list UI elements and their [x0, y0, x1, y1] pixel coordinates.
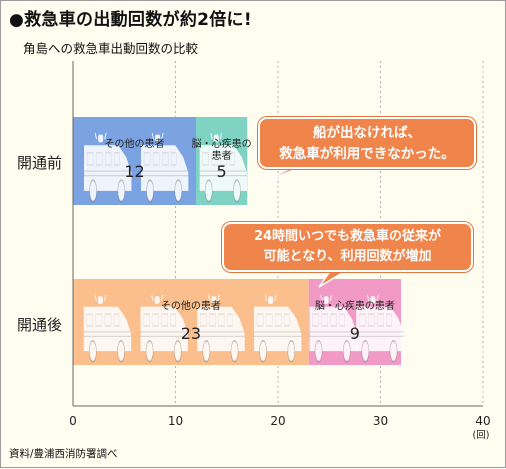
segment-label-1-1: 脳・心疾患の患者 — [315, 299, 395, 312]
x-tick-label-4: 40 — [475, 414, 490, 428]
callout-before-line-2: 救急車が利用できなかった。 — [279, 146, 455, 162]
x-tick-label-2: 20 — [270, 414, 285, 428]
category-label-before: 開通前 — [17, 154, 63, 172]
x-tick-label-0: 0 — [69, 414, 77, 428]
x-tick-label-1: 10 — [168, 414, 183, 428]
segment-label-0-1: 脳・心疾患の患者 — [192, 137, 252, 162]
segment-value-0-0: 12 — [124, 162, 144, 181]
segment-label-0-0: その他の患者 — [105, 137, 165, 150]
source-note: 資料/豊浦西消防署調べ — [9, 448, 118, 460]
callout-after: 24時間いつでも救急車の従来が 可能となり、利用回数が増加 — [222, 222, 473, 272]
x-axis-unit: (回) — [473, 430, 490, 441]
callout-before-line-1: 船が出なければ、 — [313, 125, 421, 141]
callout-after-line-1: 24時間いつでも救急車の従来が — [253, 229, 442, 244]
segment-value-0-1: 5 — [217, 162, 227, 181]
chart-subtitle: 角島への救急車出動回数の比較 — [23, 41, 199, 56]
callout-before-tail — [258, 166, 302, 185]
x-tick-label-3: 30 — [373, 414, 388, 428]
category-label-after: 開通後 — [17, 316, 63, 334]
segment-label-1-0: その他の患者 — [161, 299, 221, 312]
chart-title: ●救急車の出動回数が約2倍に! — [9, 10, 252, 30]
callout-after-line-2: 可能となり、利用回数が増加 — [263, 249, 432, 264]
segment-value-1-0: 23 — [181, 324, 201, 343]
segment-value-1-1: 9 — [350, 324, 360, 343]
callout-before: 船が出なければ、 救急車が利用できなかった。 — [258, 117, 476, 169]
